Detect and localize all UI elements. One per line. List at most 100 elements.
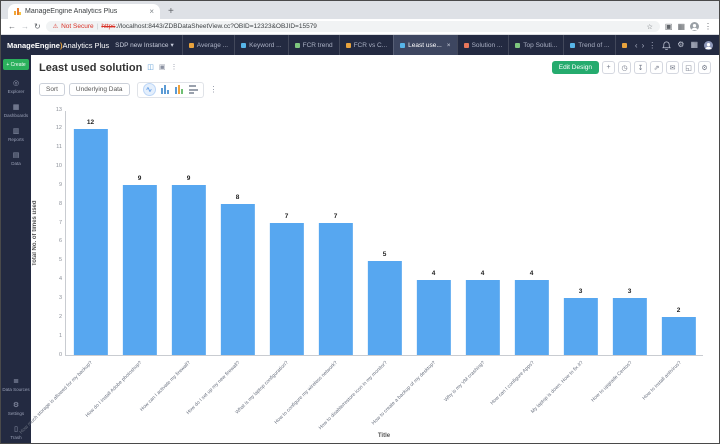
spline-chart-button[interactable]: ∿ (142, 83, 156, 96)
bar-how-do-i-install-adobe-p[interactable] (122, 185, 157, 355)
sidebar-item-trash[interactable]: ▯ Trash (1, 426, 31, 440)
y-tick-label: 12 (55, 125, 62, 132)
report-tab-average[interactable]: Average ... (181, 35, 234, 55)
settings-button[interactable]: ⚙ (698, 61, 711, 74)
sidebar-item-data-sources[interactable]: ≣ Data Sources (1, 378, 31, 392)
sidebar-item-reports[interactable]: ▥ Reports (1, 128, 31, 142)
tab-overflow-controls: ‹ › ⋮ (635, 41, 656, 50)
forward-icon[interactable]: → (21, 21, 29, 31)
bar-how-do-i-set-up-my-new-f[interactable] (220, 204, 255, 355)
view-toggle-icon[interactable]: ◫ (147, 64, 154, 71)
column-chart-button[interactable] (160, 85, 170, 94)
more-chart-options-icon[interactable]: ⋮ (209, 85, 218, 94)
x-labels: How much storage is allowed for my backu… (18, 358, 703, 435)
apps-grid-icon[interactable]: ▦ (677, 22, 685, 31)
notifications-bell-icon[interactable] (662, 41, 672, 50)
report-tab-label: Least use... (408, 41, 442, 49)
bar-what-is-my-laptop-config[interactable] (269, 223, 304, 355)
bar-slot: 3 (556, 111, 605, 355)
sidebar-item-label: Dashboards (3, 113, 29, 118)
reports-icon: ▥ (12, 128, 20, 135)
scroll-tabs-left-icon[interactable]: ‹ (634, 40, 638, 50)
reload-icon[interactable]: ↻ (34, 21, 41, 31)
share-button[interactable]: ⇗ (650, 61, 663, 74)
fullscreen-button[interactable]: ◱ (682, 61, 695, 74)
underlying-data-button[interactable]: Underlying Data (68, 83, 130, 96)
browser-profile-avatar[interactable] (690, 22, 699, 31)
history-button[interactable]: ◷ (618, 61, 631, 74)
bar-how-to-disable-restore-i[interactable] (367, 260, 402, 355)
bar-how-to-configure-my-wire[interactable] (318, 223, 353, 355)
copy-report-icon[interactable]: ▣ (158, 64, 166, 71)
report-tab-av[interactable]: Av (615, 35, 628, 55)
sidebar-item-settings[interactable]: ⚙ Settings (1, 402, 31, 416)
workspace-selector[interactable]: SDP new Instance ▾ (115, 41, 174, 50)
address-bar[interactable]: ⚠ Not Secure | https://localhost:8443/ZD… (45, 21, 660, 32)
report-tab-label: Keyword ... (249, 41, 282, 49)
report-tab-fcr-trend[interactable]: FCR trend (287, 35, 339, 55)
close-tab-icon[interactable]: × (149, 7, 154, 16)
report-more-icon[interactable]: ⋮ (170, 64, 178, 71)
report-header: Least used solution ◫ ▣ ⋮ Edit Design + ◷… (31, 55, 719, 80)
page-url: https://localhost:8443/ZDBDataSheetView.… (101, 23, 317, 30)
add-button[interactable]: + (602, 61, 615, 74)
bar-how-much-storage-is-allo[interactable] (73, 128, 108, 355)
report-tab-keyword[interactable]: Keyword ... (234, 35, 288, 55)
bar-how-to-upgrade-centos[interactable] (612, 298, 647, 355)
download-button[interactable]: ↧ (634, 61, 647, 74)
browser-menu-icon[interactable]: ⋮ (704, 22, 712, 31)
report-chart-icon (294, 42, 300, 48)
back-icon[interactable]: ← (8, 21, 16, 31)
bar-how-can-i-configure-apps[interactable] (514, 279, 549, 355)
report-tab-solution[interactable]: Solution ... (456, 35, 509, 55)
sidebar-item-data[interactable]: ▤ Data (1, 152, 31, 166)
x-axis-label: How to install antivirus? (641, 360, 683, 402)
y-tick-label: 11 (56, 144, 62, 151)
bar-chart-button[interactable] (188, 85, 198, 94)
app-switcher-icon[interactable]: ▦ (690, 40, 698, 49)
sidebar-item-label: Explorer (7, 89, 25, 94)
bar-why-is-my-vm-crashing[interactable] (465, 279, 500, 355)
mixed-column-chart-button[interactable] (174, 85, 184, 94)
report-tab-fcr-vs-c[interactable]: FCR vs C... (338, 35, 394, 55)
sidebar-nav-top: ◎ Explorer ▦ Dashboards ▥ Reports ▤ Data (1, 70, 31, 166)
sidebar-item-dashboards[interactable]: ▦ Dashboards (1, 104, 31, 118)
report-tab-label: Average ... (196, 41, 229, 49)
sort-button[interactable]: Sort (39, 83, 65, 96)
bar-how-to-create-a-backup-o[interactable] (416, 279, 451, 355)
y-tick-label: 5 (58, 257, 62, 264)
browser-tab-title: ManageEngine Analytics Plus (25, 8, 118, 15)
x-axis-label: My laptop is down. How to fix it? (529, 360, 585, 415)
bar-how-to-install-antivirus[interactable] (661, 317, 696, 355)
bar-my-laptop-is-down-how-to[interactable] (563, 298, 598, 355)
report-tab-label: FCR trend (302, 41, 333, 49)
bar-slot: 7 (262, 111, 311, 355)
product-name: Analytics Plus (62, 40, 110, 50)
bar-how-can-i-activate-my-fi[interactable] (171, 185, 206, 355)
user-avatar[interactable] (704, 40, 713, 50)
new-tab-button[interactable]: + (168, 6, 174, 17)
create-button[interactable]: + Create (3, 59, 29, 70)
chart-type-group: ∿ (136, 81, 204, 98)
tab-list-menu-icon[interactable]: ⋮ (648, 40, 657, 50)
bar-chart: Total No. of times used 12 9 9 8 7 7 5 4 4 4 3 3 2 0… (18, 99, 719, 443)
sidebar-item-label: Trash (10, 435, 22, 440)
close-report-tab-icon[interactable]: × (446, 41, 451, 49)
settings-gear-icon[interactable]: ⚙ (677, 40, 685, 49)
bar-slot: 8 (213, 111, 262, 355)
publish-button[interactable]: ✉ (666, 61, 679, 74)
app-header: ManageEngine)Analytics Plus SDP new Inst… (1, 35, 719, 55)
edit-design-button[interactable]: Edit Design (551, 61, 599, 74)
scroll-tabs-right-icon[interactable]: › (641, 40, 645, 50)
bookmark-star-icon[interactable]: ☆ (646, 23, 653, 31)
sidebar-item-explorer[interactable]: ◎ Explorer (1, 80, 31, 94)
report-tab-trend-of[interactable]: Trend of ... (563, 35, 615, 55)
report-tab-top-soluti[interactable]: Top Soluti... (508, 35, 563, 55)
extensions-icon[interactable]: ▣ (664, 22, 673, 31)
report-tab-least-use[interactable]: Least use... × (393, 35, 457, 55)
browser-tab[interactable]: ManageEngine Analytics Plus × (8, 4, 160, 19)
explorer-icon: ◎ (12, 80, 20, 87)
data-sources-icon: ≣ (13, 378, 19, 385)
app-logo: ManageEngine)Analytics Plus (7, 41, 109, 50)
workspace-name: SDP new Instance (115, 41, 169, 49)
